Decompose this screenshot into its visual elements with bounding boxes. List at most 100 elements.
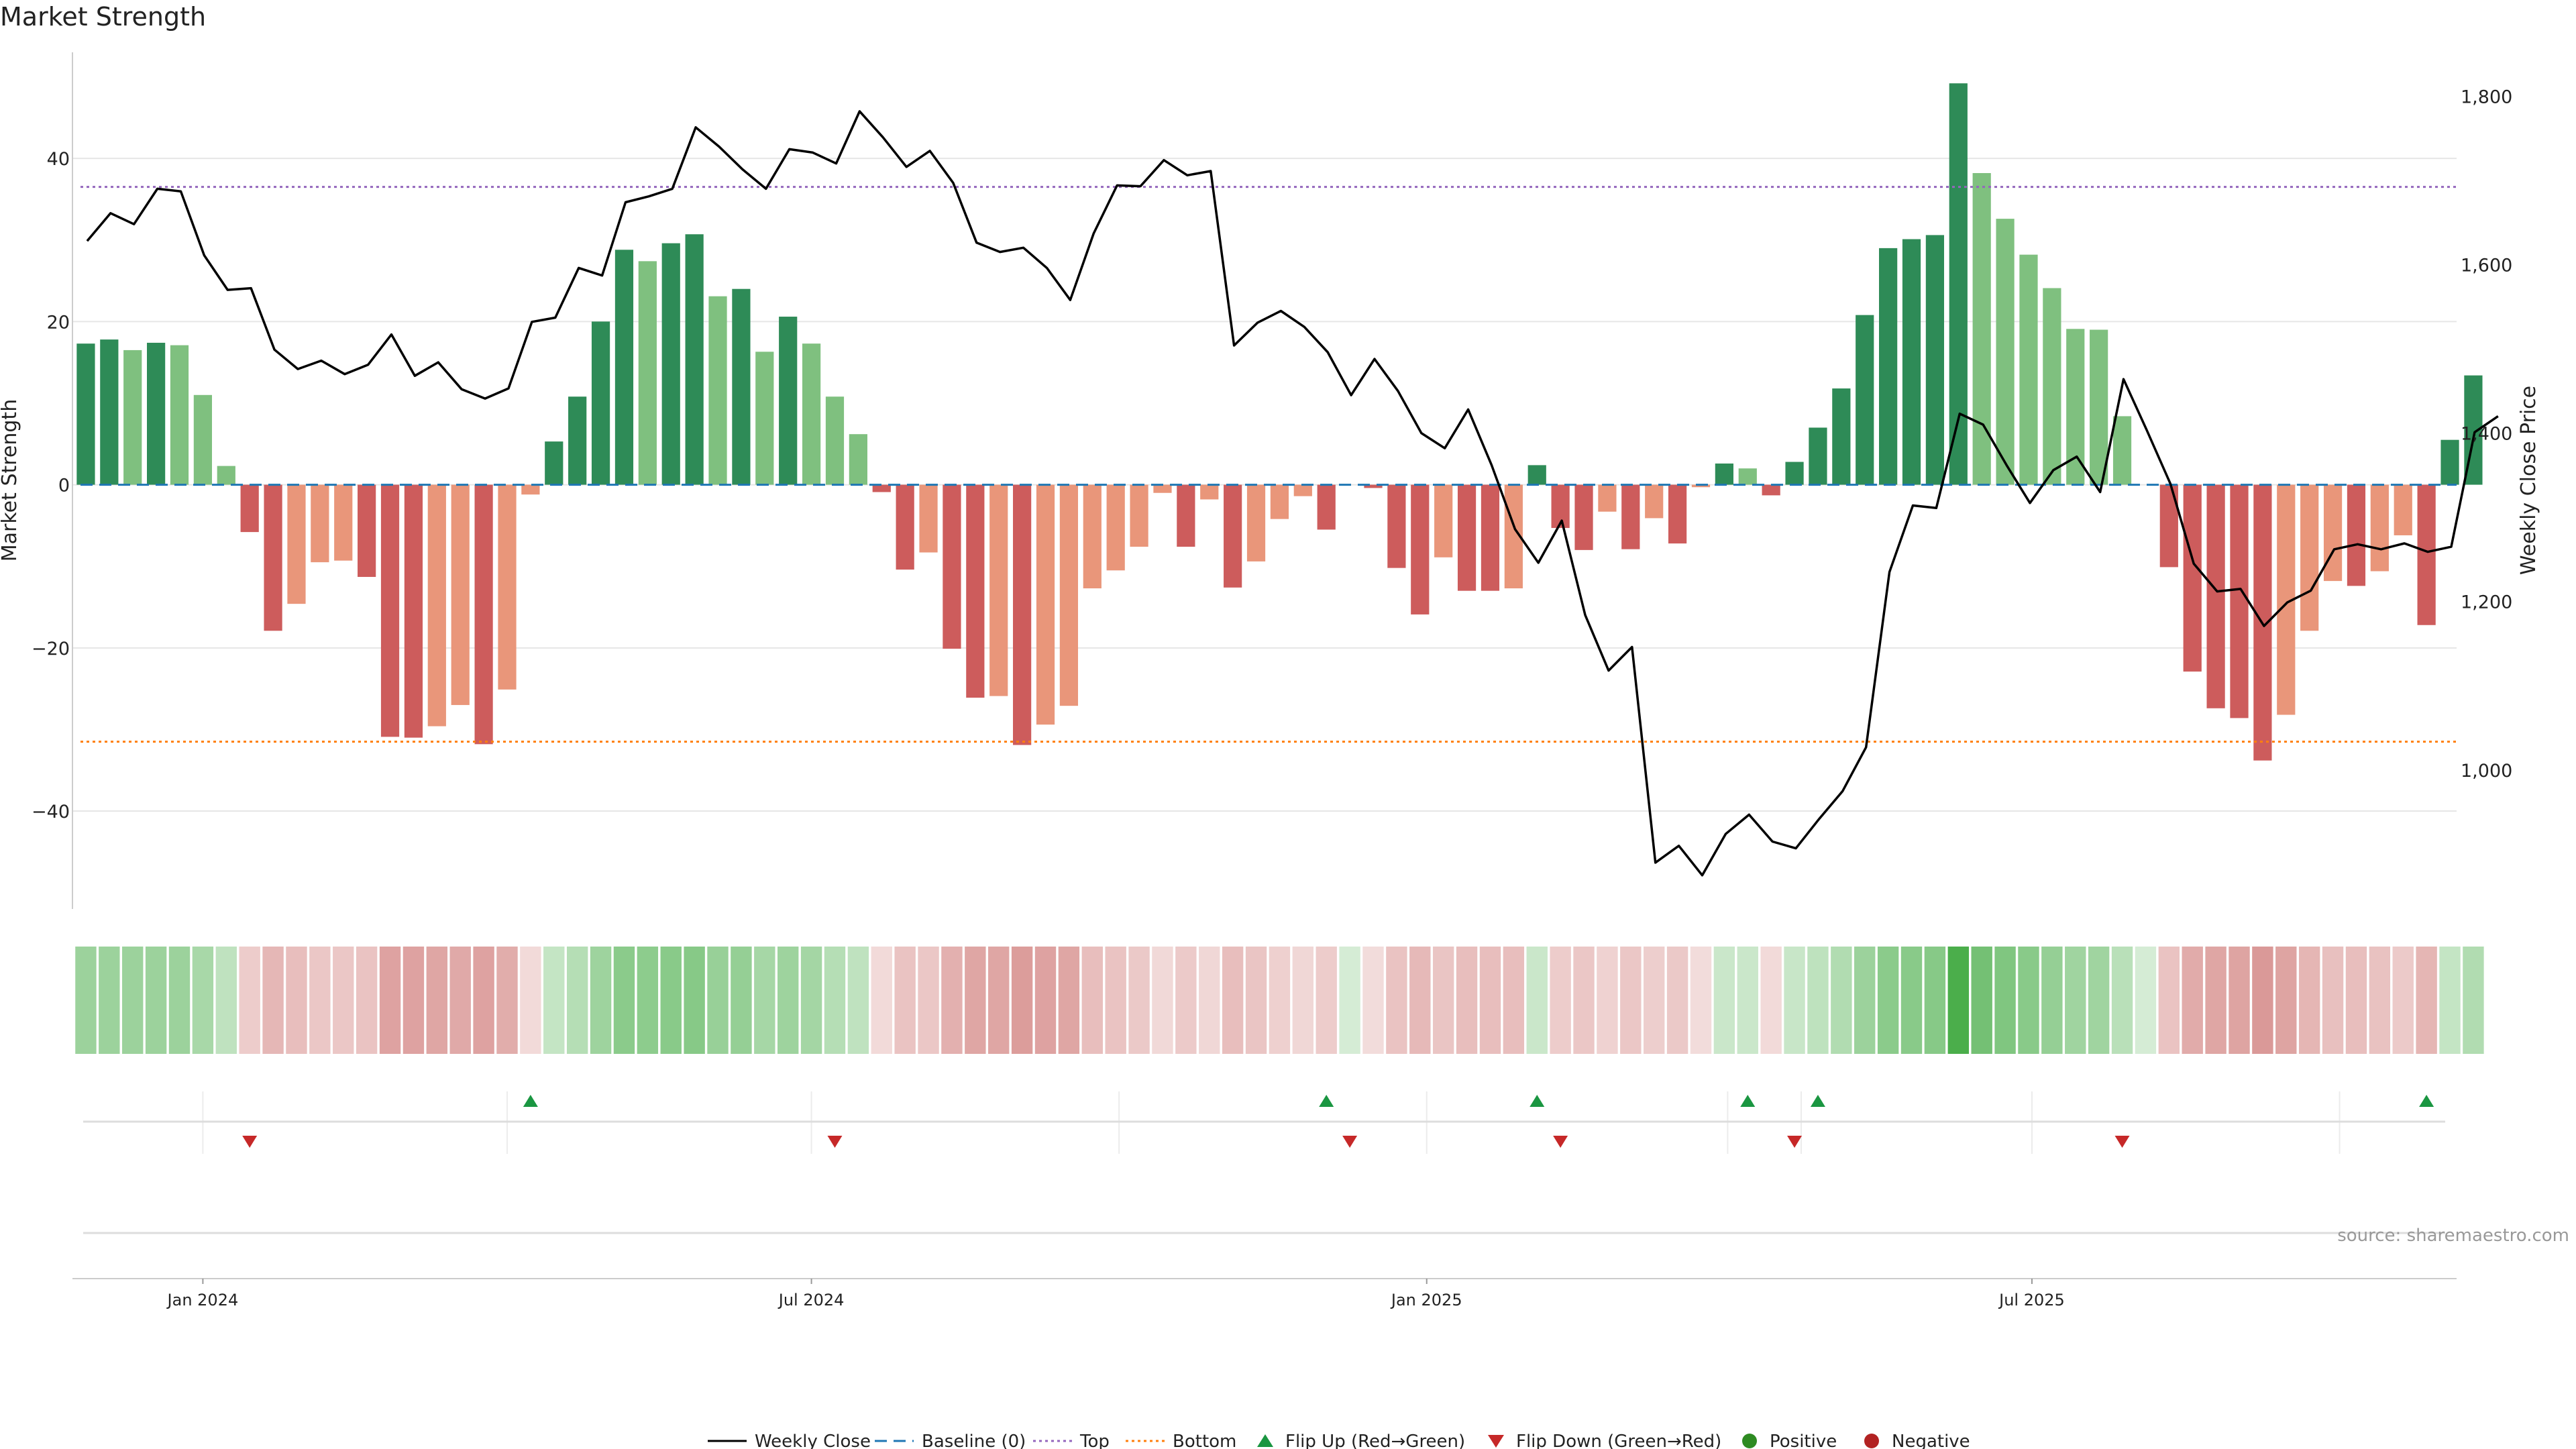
strip-cell [1199,947,1220,1054]
strip-cell [871,947,892,1054]
strip-cell [1947,947,1970,1054]
strip-cell [239,947,260,1054]
strength-bar [2300,484,2319,631]
strength-bar [100,339,119,485]
legend-label: Top [1079,1432,1110,1449]
strip-cell [1690,947,1712,1054]
x-tick-label: Jul 2024 [777,1291,845,1309]
strip-cell [918,947,939,1054]
flip-down-marker [1553,1136,1568,1148]
strength-bar [76,343,95,485]
strip-cell [2439,947,2461,1054]
strip-cell [1386,947,1407,1054]
strength-bar [1270,484,1289,519]
strip-cell [2182,947,2203,1054]
strip-cell [1269,947,1291,1054]
strength-bar [404,484,423,738]
strength-bar [1856,315,1874,485]
strip-cell [2205,947,2226,1054]
x-tick-label: Jan 2024 [166,1291,239,1309]
legend-label: Baseline (0) [922,1432,1026,1449]
strength-bar [661,243,680,485]
strip-cell [286,947,307,1054]
strip-cell [2111,947,2133,1054]
strength-bar [2183,484,2202,672]
strength-bar [1387,484,1406,568]
strip-cell [941,947,963,1054]
axis-layer: −40 −20 0 20 40 1,000 1,200 1,400 1,600 1,800 Mark… [0,52,2540,909]
strength-bar [287,484,306,604]
strength-bar [1996,219,2015,485]
strength-bar [1949,83,1968,485]
strength-bar [170,345,189,485]
strip-cell [1152,947,1173,1054]
flip-up-marker [523,1095,538,1107]
flip-up-marker [1319,1095,1334,1107]
legend-label: Positive [1770,1432,1837,1449]
strip-cell [1760,947,1782,1054]
strip-cell [2252,947,2273,1054]
flip-down-marker [1342,1136,1358,1148]
strip-cell [1081,947,1103,1054]
strip-cell [1011,947,1033,1054]
left-y-tick-label: 40 [47,149,70,170]
strip-cell [1503,947,1525,1054]
strength-bar [2043,288,2061,485]
strip-cell [847,947,869,1054]
strip-cell [1432,947,1454,1054]
strength-bar [1457,484,1477,591]
strength-bar [2394,484,2412,535]
strength-bar [685,234,704,485]
legend-swatch [1257,1434,1273,1447]
strip-cell [1058,947,1080,1054]
strip-cell [1994,947,2016,1054]
strength-bar [1434,484,1453,557]
strength-bar [779,317,798,485]
strength-bar [427,484,446,727]
strength-bar [2370,484,2389,572]
strip-cell [2065,947,2086,1054]
flip-event-panel [83,1091,2445,1234]
strip-cell [1620,947,1642,1054]
strip-cell [192,947,214,1054]
strength-bar [1691,484,1711,488]
strip-cell [473,947,494,1054]
strip-cell [2275,947,2297,1054]
legend-swatch [1488,1435,1504,1448]
strength-bar [591,321,610,485]
strip-cell [800,947,822,1054]
strength-bar [1293,484,1312,496]
right-y-tick-label: 1,400 [2461,424,2512,445]
strength-bar [1925,235,1945,485]
strength-bar [193,394,213,485]
strength-bar [2090,329,2108,485]
strength-bar [1130,484,1148,547]
strength-bar [802,343,821,485]
legend-item-bottom: Bottom [1126,1432,1236,1449]
strip-cell [824,947,846,1054]
price-line-layer [86,110,2499,877]
strip-cell [309,947,331,1054]
strip-cell [168,947,191,1054]
strength-bar [1317,484,1336,530]
strip-cell [1877,947,1899,1054]
strength-bar [311,484,329,563]
strip-cell [637,947,659,1054]
strength-bar [1715,463,1733,485]
strip-cell [2229,947,2250,1054]
strength-bar [1224,484,1242,588]
strip-cell [1644,947,1665,1054]
legend-item-flip-down: Flip Down (Green→Red) [1488,1432,1721,1449]
strip-cell [777,947,799,1054]
strip-cell [402,947,425,1054]
reference-lines [80,186,2457,743]
strip-cell [520,947,541,1054]
strength-bar [474,484,493,745]
strength-bar [1972,172,1991,485]
strip-cell [1105,947,1126,1054]
strip-cell [894,947,916,1054]
strip-cell [2416,947,2437,1054]
strength-bar [1762,484,1780,496]
strip-cell [2088,947,2110,1054]
right-y-tick-label: 1,600 [2461,255,2512,276]
